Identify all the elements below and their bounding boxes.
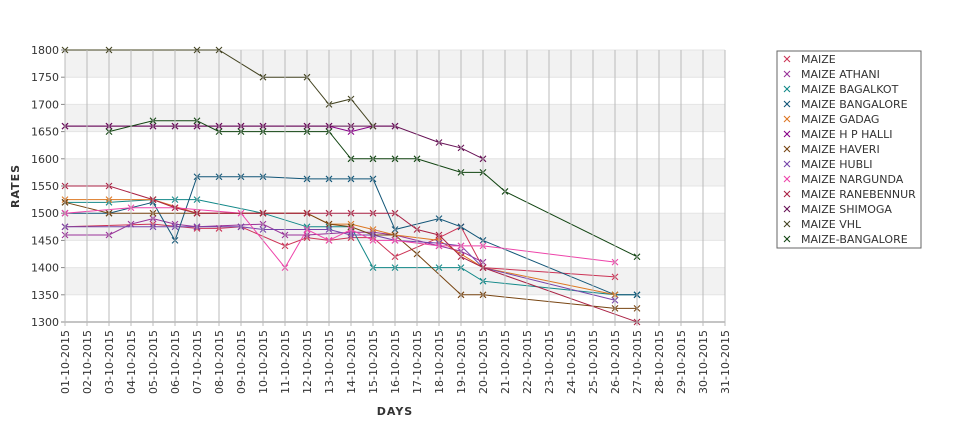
y-tick-label: 1450 [31,234,59,247]
legend-item: MAIZE SHIMOGA [783,203,892,216]
y-tick-label: 1300 [31,316,59,329]
y-tick-label: 1600 [31,153,59,166]
x-tick-label: 05-10-2015 [147,330,160,394]
legend-item: MAIZE ATHANI [783,68,880,81]
y-axis-ticks: 1300 1350 1400 1450 1500 1550 1600 1650 1700 1750… [31,44,65,329]
series-line-maize-ranebennur [65,185,638,323]
x-tick-label: 01-10-2015 [59,330,72,394]
legend-item: MAIZE BANGALORE [783,98,908,111]
legend-item: MAIZE RANEBENNUR [783,188,916,201]
legend-marker [783,115,791,123]
legend: MAIZE MAIZE ATHANI MAIZE BAGALKOT MAIZE BAN… [776,50,922,249]
legend-label: MAIZE BANGALORE [801,98,908,111]
y-tick-label: 1700 [31,98,59,111]
x-tick-label: 16-10-2015 [389,330,402,394]
y-tick-label: 1400 [31,262,59,275]
legend-label: MAIZE [801,53,836,66]
y-tick-label: 1550 [31,180,59,193]
x-tick-label: 25-10-2015 [587,330,600,394]
legend-marker [783,175,791,183]
x-tick-label: 22-10-2015 [521,330,534,394]
x-tick-label: 21-10-2015 [499,330,512,394]
x-tick-label: 23-10-2015 [543,330,556,394]
legend-item: MAIZE HUBLI [783,158,872,171]
legend-item: MAIZE GADAG [783,113,879,126]
legend-marker [783,70,791,78]
x-tick-label: 03-10-2015 [103,330,116,394]
y-axis-title: RATES [9,164,22,208]
legend-marker [783,205,791,213]
y-tick-label: 1650 [31,126,59,139]
legend-label: MAIZE SHIMOGA [801,203,892,216]
x-tick-label: 31-10-2015 [719,330,732,394]
x-tick-label: 02-10-2015 [81,330,94,394]
x-axis-title: DAYS [377,405,413,418]
legend-label: MAIZE HUBLI [801,158,872,171]
x-tick-label: 19-10-2015 [455,330,468,394]
legend-label: MAIZE BAGALKOT [801,83,899,96]
x-tick-label: 15-10-2015 [367,330,380,394]
legend-label: MAIZE ATHANI [801,68,880,81]
x-tick-label: 29-10-2015 [675,330,688,394]
x-tick-label: 24-10-2015 [565,330,578,394]
legend-label: MAIZE HAVERI [801,143,880,156]
series-maize-bangalore [105,117,641,261]
legend-item: MAIZE [783,53,836,66]
legend-item: MAIZE BAGALKOT [783,83,899,96]
x-tick-label: 26-10-2015 [609,330,622,394]
legend-box [776,50,922,249]
x-tick-label: 10-10-2015 [257,330,270,394]
legend-item: MAIZE VHL [783,218,862,231]
x-tick-label: 07-10-2015 [191,330,204,394]
legend-item: MAIZE-BANGALORE [783,233,908,246]
legend-marker [783,145,791,153]
x-tick-label: 11-10-2015 [279,330,292,394]
legend-label: MAIZE NARGUNDA [801,173,904,186]
legend-label: MAIZE H P HALLI [801,128,892,141]
legend-label: MAIZE GADAG [801,113,879,126]
x-tick-label: 17-10-2015 [411,330,424,394]
x-tick-label: 14-10-2015 [345,330,358,394]
series-line-maize-nargunda [64,207,616,269]
legend-marker [783,235,791,243]
legend-marker [783,190,791,198]
x-axis-ticks: 01-10-2015 02-10-2015 03-10-2015 04-10-2015… [59,50,732,394]
legend-marker [783,85,791,93]
y-tick-label: 1800 [31,44,59,57]
series-line-maize-bangalore [65,176,637,296]
y-tick-label: 1750 [31,71,59,84]
x-tick-label: 28-10-2015 [653,330,666,394]
series-line-maize-bagalkot [65,199,637,296]
x-tick-label: 08-10-2015 [213,330,226,394]
x-tick-label: 04-10-2015 [125,330,138,394]
legend-label: MAIZE-BANGALORE [801,233,908,246]
y-tick-label: 1350 [31,289,59,302]
legend-marker [783,55,791,63]
x-tick-label: 13-10-2015 [323,330,336,394]
legend-marker [783,220,791,228]
y-tick-label: 1500 [31,207,59,220]
legend-marker [783,100,791,108]
legend-marker [783,160,791,168]
series-line-maize-bangalore [108,120,638,258]
x-tick-label: 20-10-2015 [477,330,490,394]
x-tick-label: 30-10-2015 [697,330,710,394]
x-tick-label: 09-10-2015 [235,330,248,394]
x-tick-label: 12-10-2015 [301,330,314,394]
x-tick-label: 06-10-2015 [169,330,182,394]
legend-item: MAIZE HAVERI [783,143,880,156]
legend-item: MAIZE NARGUNDA [783,173,904,186]
legend-item: MAIZE H P HALLI [783,128,892,141]
x-tick-label: 27-10-2015 [631,330,644,394]
legend-label: MAIZE RANEBENNUR [801,188,916,201]
legend-label: MAIZE VHL [801,218,862,231]
x-tick-label: 18-10-2015 [433,330,446,394]
legend-marker [783,130,791,138]
